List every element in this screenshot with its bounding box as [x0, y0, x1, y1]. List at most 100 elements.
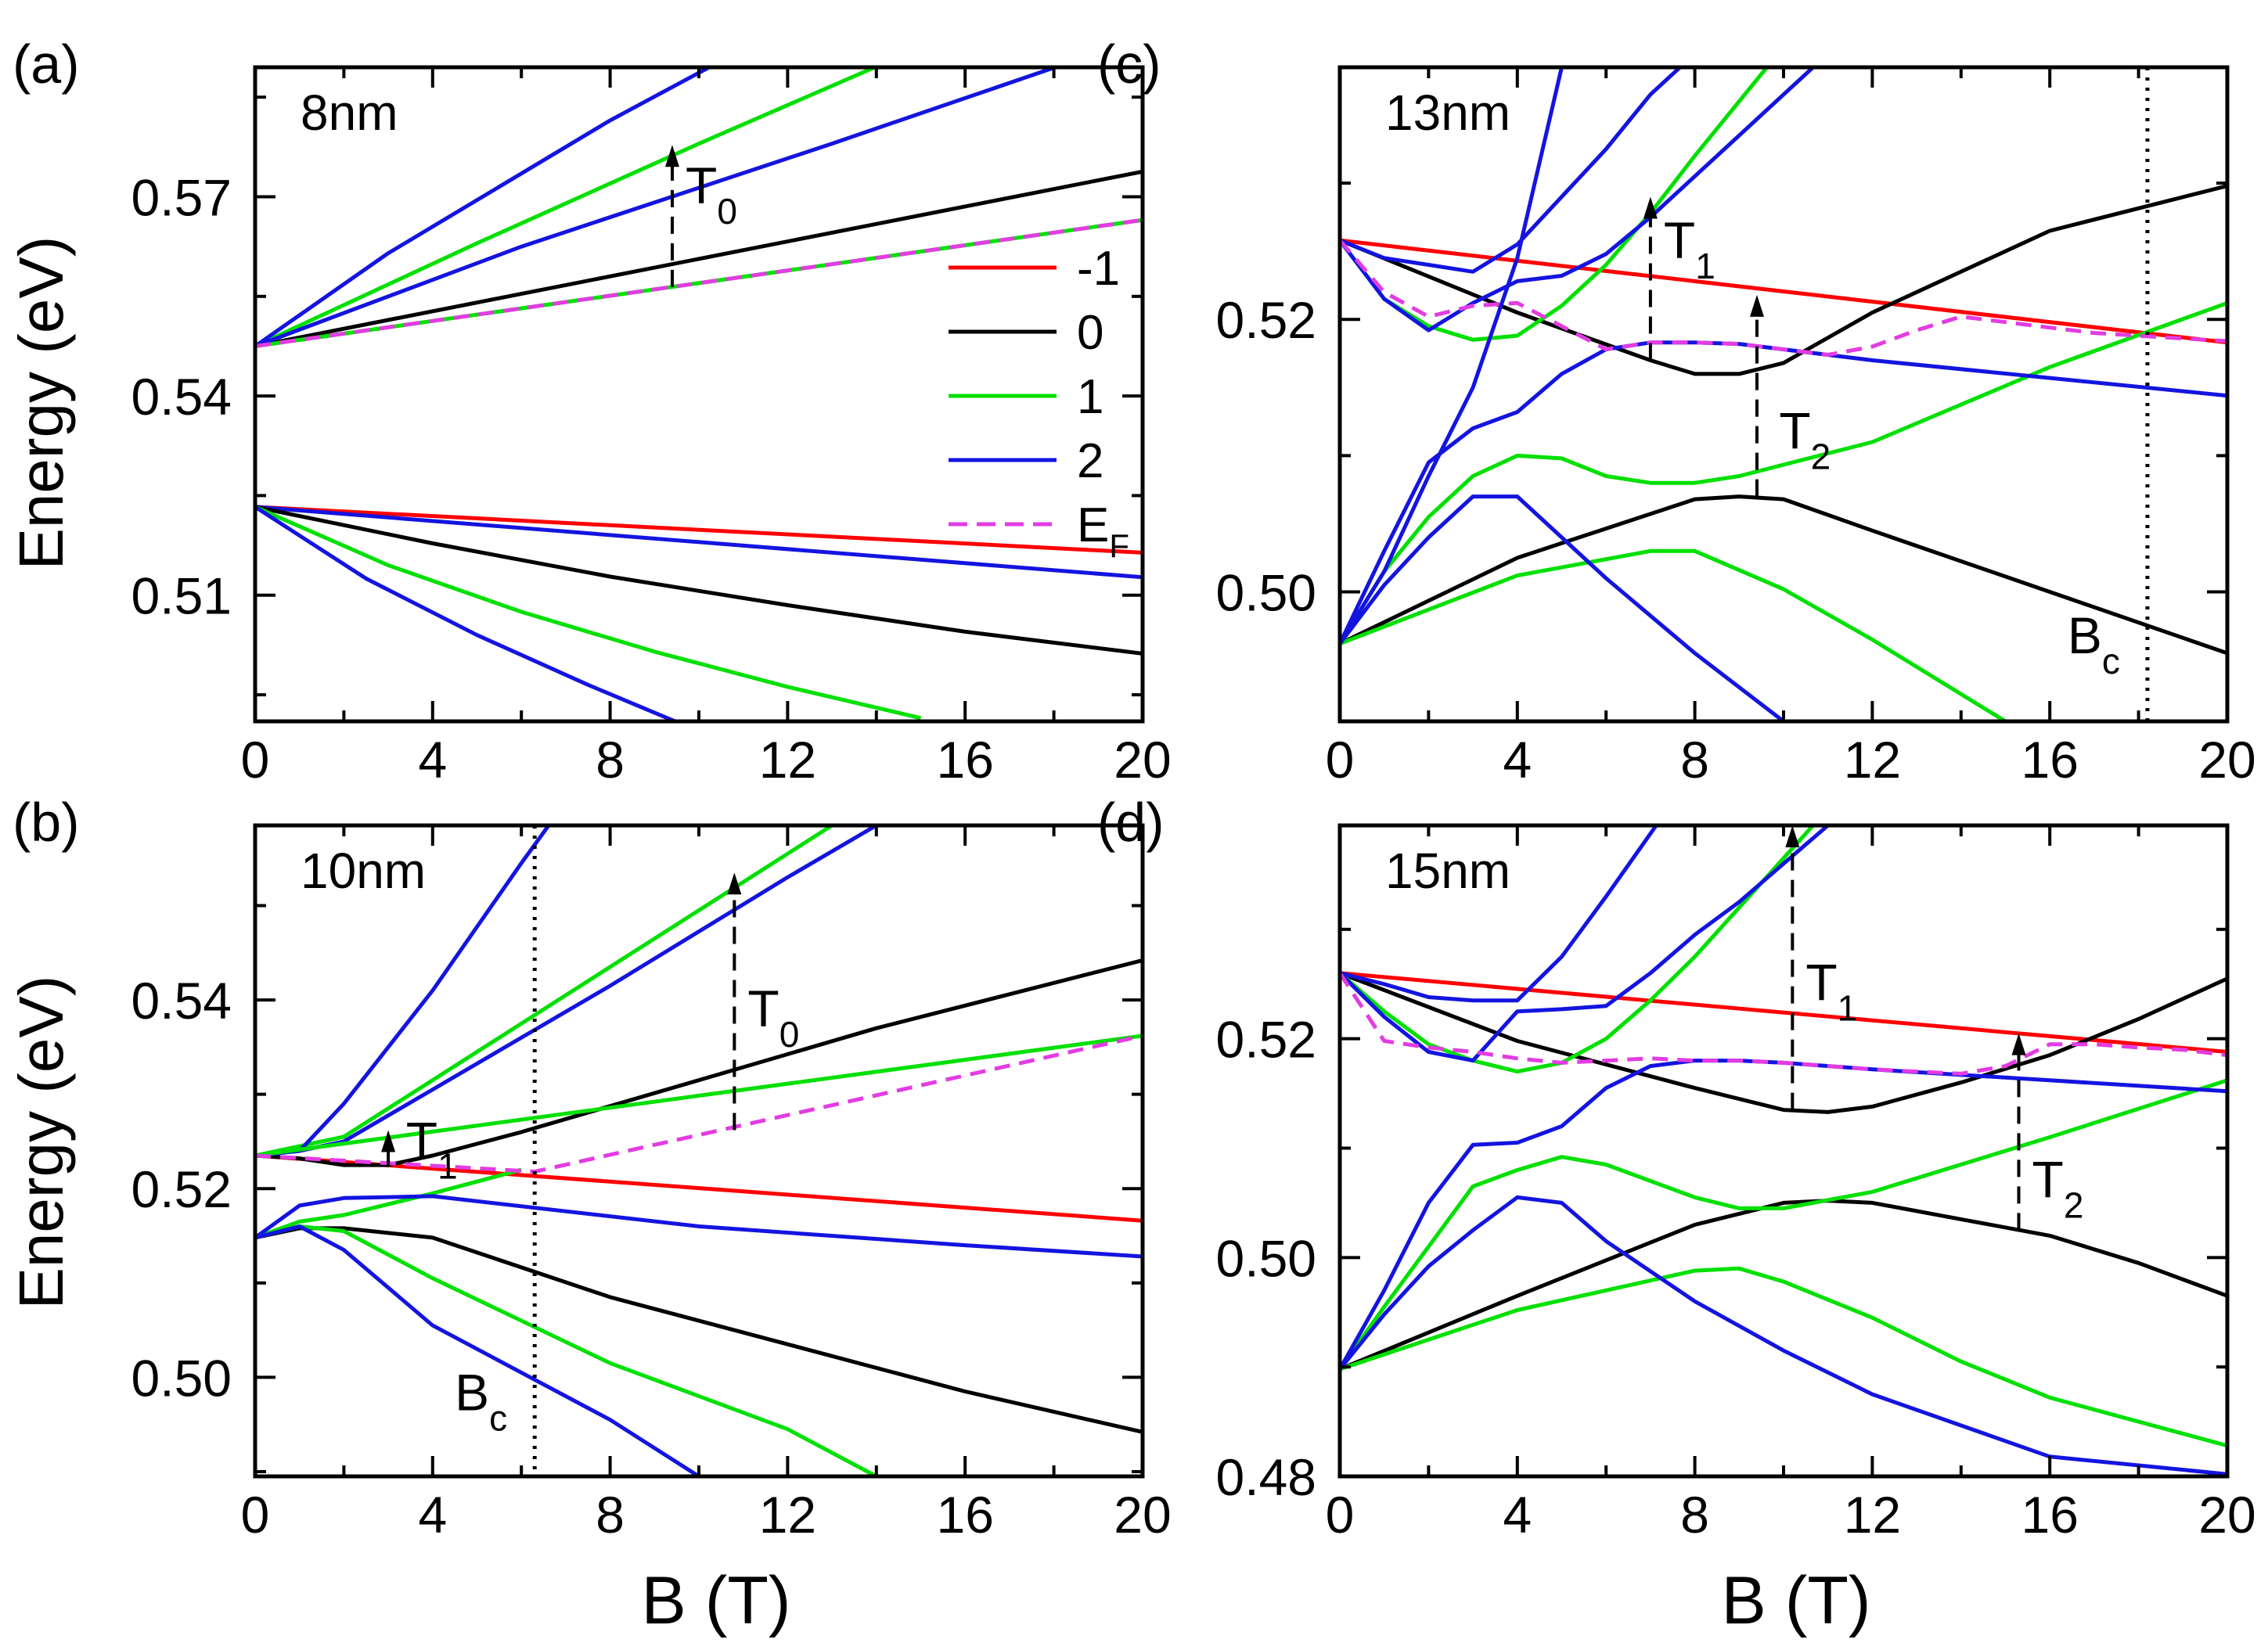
panel-letter: (b) [13, 792, 80, 853]
series-line-2 [255, 1224, 700, 1476]
x-tick-label: 20 [1114, 1486, 1171, 1544]
series-line-2 [1340, 67, 1564, 645]
transition-label-sub: 1 [1838, 988, 1858, 1029]
transition-label-sub: 0 [717, 191, 737, 232]
x-tick-label: 12 [1844, 731, 1901, 789]
legend: -1 0 1 2 EF [949, 242, 1129, 564]
series-line-1 [1340, 825, 1816, 1074]
legend-label-main: 0 [1077, 306, 1103, 360]
panel-letter: (d) [1097, 792, 1165, 853]
legend-label-main: E [1077, 498, 1109, 552]
transition-label-main: T [686, 156, 717, 214]
series-line-1 [255, 1034, 1143, 1158]
series-line-0 [1340, 184, 2227, 376]
transition-label: T1 [406, 1112, 458, 1187]
transition-label: T2 [2032, 1150, 2084, 1225]
x-tick-label: 4 [418, 1486, 447, 1544]
series-line-1 [1340, 548, 2007, 721]
series-line-1 [1340, 1266, 2227, 1448]
series-line-2 [1340, 825, 1659, 1003]
transition-label-sub: 2 [1811, 437, 1831, 477]
x-tick-label: 12 [759, 1486, 816, 1544]
x-tick-label: 16 [2021, 731, 2078, 789]
x-tick-label: 8 [596, 1486, 625, 1544]
transition-label-sub: 0 [779, 1014, 800, 1055]
transition-label-sub: 2 [2064, 1185, 2084, 1225]
series-group [255, 67, 1143, 721]
legend-label-main: -1 [1077, 242, 1120, 296]
series-line-2 [1340, 67, 1816, 333]
series-line-0 [1340, 494, 2227, 656]
series-group [1340, 825, 2227, 1476]
thickness-label: 10nm [301, 843, 426, 899]
y-tick-label: 0.50 [1216, 1229, 1316, 1287]
transition-arrow-head [727, 872, 742, 895]
y-axis-label-top: Energy (eV) [6, 236, 76, 570]
x-tick-label: 20 [1114, 731, 1171, 789]
y-tick-label: 0.52 [1216, 1011, 1316, 1069]
panel-a: T00 4 8 12 16 200.510.540.57(a)8nm [13, 34, 1172, 789]
series-line-2 [255, 505, 681, 721]
series-line-1 [255, 67, 880, 348]
x-tick-label: 8 [1680, 731, 1709, 789]
y-tick-label: 0.50 [1216, 564, 1316, 622]
series-line-e-f [1340, 972, 2227, 1076]
legend-label: -1 [1077, 242, 1120, 296]
x-tick-label: 16 [2021, 1486, 2078, 1544]
y-axis-label-bottom: Energy (eV) [6, 976, 76, 1310]
transition-label-sub: 1 [437, 1146, 458, 1187]
thickness-label: 13nm [1385, 84, 1510, 141]
critical-field-label: Bc [2068, 606, 2120, 681]
y-tick-label: 0.57 [131, 169, 232, 227]
x-axis-label-right: B (T) [1721, 1563, 1870, 1638]
x-tick-label: 4 [1503, 1486, 1532, 1544]
x-tick-label: 0 [241, 1486, 270, 1544]
series-line-0 [1340, 1199, 2227, 1372]
transition-arrow-head [664, 145, 679, 167]
series-line-2 [255, 505, 1143, 580]
x-tick-label: 0 [1326, 731, 1355, 789]
critical-field-label-main: B [2068, 606, 2102, 664]
transition-label-sub: 1 [1695, 246, 1715, 286]
thickness-label: 8nm [301, 84, 398, 141]
series-line-0 [255, 505, 1143, 656]
y-tick-label: 0.52 [1216, 291, 1316, 349]
series-line-2 [1340, 1195, 2227, 1476]
y-tick-label: 0.50 [131, 1349, 232, 1407]
series-line-0 [255, 169, 1143, 348]
series-line-2 [255, 67, 1062, 348]
transition-label: T2 [1779, 402, 1831, 477]
y-tick-label: 0.52 [131, 1160, 232, 1218]
series-line--1 [1340, 971, 2227, 1054]
transition-arrow-head [2011, 1033, 2026, 1055]
legend-label-main: 2 [1077, 434, 1103, 488]
transition-label: T1 [1805, 954, 1857, 1029]
series-line-1 [255, 1224, 877, 1476]
thickness-label: 15nm [1385, 843, 1510, 899]
series-line-e-f [1340, 239, 2227, 357]
panel-letter: (a) [13, 34, 80, 95]
series-line-1 [1340, 67, 1769, 342]
transition-label-main: T [1805, 954, 1837, 1012]
transition-label-main: T [1779, 402, 1810, 460]
x-tick-label: 16 [936, 1486, 993, 1544]
legend-label: EF [1077, 498, 1129, 564]
series-line--1 [1340, 238, 2227, 345]
series-group [1340, 67, 2227, 721]
series-line-1 [1340, 300, 2227, 645]
series-line-0 [255, 1226, 1143, 1434]
legend-label: 1 [1077, 370, 1103, 424]
x-tick-label: 0 [241, 731, 270, 789]
series-line--1 [255, 505, 1143, 555]
series-line-2 [255, 67, 714, 348]
series-line-0 [1340, 971, 2227, 1114]
legend-label: 0 [1077, 306, 1103, 360]
x-axis-label-left: B (T) [641, 1563, 790, 1638]
legend-label-main: 1 [1077, 370, 1103, 424]
series-line-1 [255, 1167, 522, 1240]
x-tick-label: 20 [2198, 1486, 2255, 1544]
x-tick-label: 12 [759, 731, 816, 789]
